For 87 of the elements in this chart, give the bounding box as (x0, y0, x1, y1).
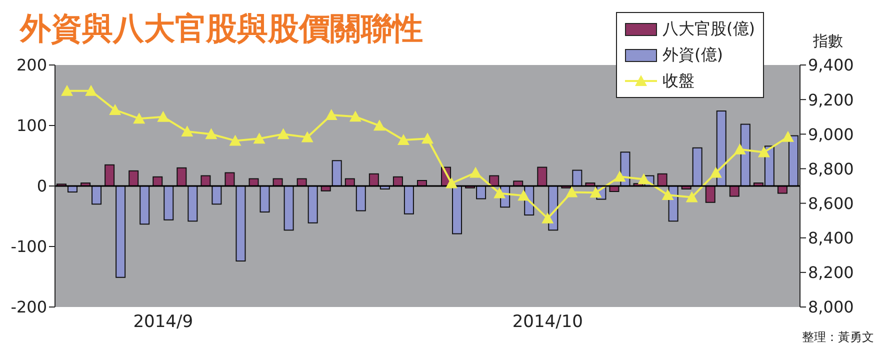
point (758, 146, 770, 158)
bar (296, 178, 307, 186)
bar (692, 147, 702, 186)
point (229, 134, 242, 146)
bar (537, 166, 548, 186)
bar (164, 186, 174, 220)
bar (152, 176, 163, 186)
point (133, 112, 146, 124)
bar (332, 160, 342, 186)
point (782, 130, 794, 142)
point (61, 84, 74, 96)
y2-tick-label: 8,200 (808, 263, 854, 282)
bar (788, 135, 798, 186)
bar (705, 186, 716, 203)
y2-tick-label: 9,400 (808, 56, 854, 75)
x-tick-label: 2014/10 (512, 312, 583, 332)
point (349, 110, 362, 122)
legend-label: 八大官股(億) (662, 18, 755, 40)
y-tick-label: -200 (10, 298, 47, 317)
point (277, 128, 290, 140)
point (470, 166, 482, 178)
point (422, 132, 434, 144)
bar (572, 170, 582, 186)
point (710, 166, 722, 178)
point (662, 188, 674, 200)
point (686, 191, 698, 202)
legend-label: 收盤 (662, 70, 695, 92)
point (157, 110, 170, 122)
y-tick-label: 100 (16, 116, 47, 136)
chart-title: 外資與八大官股與股價關聯性 (20, 10, 423, 49)
point (734, 143, 746, 154)
y2-tick-label: 9,000 (808, 124, 854, 144)
point (518, 190, 530, 201)
x-tick-label: 2014/9 (133, 312, 194, 332)
bar (368, 173, 379, 186)
bar (308, 186, 318, 224)
bar (404, 186, 414, 214)
y2-tick-label: 8,400 (808, 228, 854, 248)
bar (716, 110, 726, 186)
y-tick-label: 0 (36, 176, 47, 196)
bar (200, 175, 211, 186)
y2-tick-label: 8,600 (808, 194, 854, 213)
point (446, 177, 458, 188)
bar (272, 178, 283, 186)
bar (188, 186, 198, 222)
point (614, 170, 626, 182)
bar (344, 178, 355, 186)
point (253, 132, 266, 144)
text: 整理：黃勇文 (802, 329, 874, 346)
y2-axis-title: 指數 (813, 32, 843, 51)
point (397, 134, 410, 146)
bar (212, 186, 222, 205)
point (301, 131, 314, 142)
point (494, 187, 506, 198)
point (325, 108, 338, 120)
y-tick-label: 200 (16, 56, 47, 75)
bar (260, 186, 270, 213)
point (542, 212, 554, 224)
bar (284, 186, 294, 231)
y2-tick-label: 8,000 (808, 298, 854, 317)
bar (116, 186, 126, 278)
y-tick-label: -100 (10, 237, 47, 256)
bar (392, 176, 403, 186)
point (109, 104, 122, 115)
bar (657, 173, 668, 186)
bar (140, 186, 150, 225)
bar (104, 164, 115, 186)
bar (224, 172, 235, 186)
point (566, 186, 578, 198)
point (590, 186, 602, 198)
bar (128, 170, 139, 186)
point (205, 128, 218, 140)
bar (92, 186, 102, 205)
y2-tick-label: 9,200 (808, 90, 854, 110)
bar (248, 178, 259, 186)
y2-tick-label: 8,800 (808, 159, 854, 178)
point (373, 120, 386, 131)
legend-label: 外資(億) (662, 44, 723, 66)
point (181, 126, 194, 137)
point (638, 173, 650, 184)
bar (489, 175, 500, 186)
bar (236, 186, 246, 262)
bar (176, 167, 187, 186)
point (85, 84, 98, 96)
bar (356, 186, 366, 212)
bar (452, 186, 462, 234)
bar (740, 124, 750, 186)
